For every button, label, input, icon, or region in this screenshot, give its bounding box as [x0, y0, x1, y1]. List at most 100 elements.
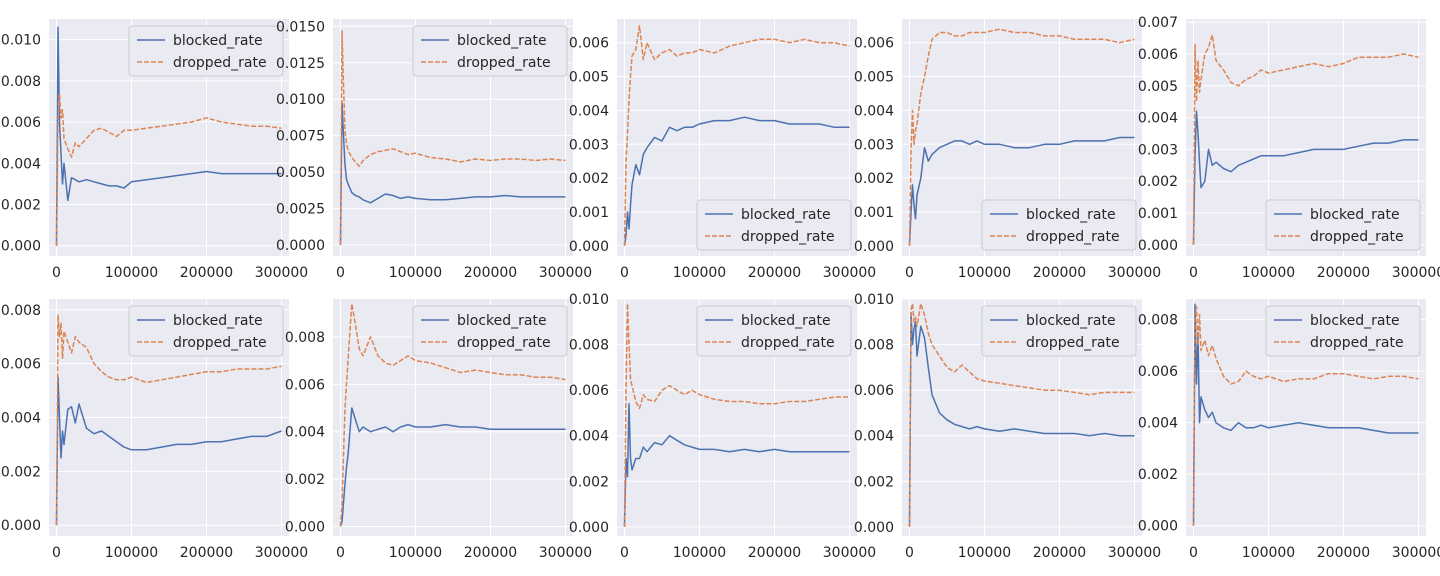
y-tick-label: 0.008 — [285, 330, 325, 346]
x-tick-label: 0 — [336, 265, 345, 281]
y-tick-label: 0.000 — [1, 518, 41, 534]
y-tick-label: 0.006 — [1138, 47, 1178, 63]
y-tick-label: 0.006 — [1, 115, 41, 131]
legend-label-dropped-rate: dropped_rate — [457, 55, 551, 71]
legend-label-dropped-rate: dropped_rate — [1026, 335, 1120, 351]
series-line-blocked-rate — [1192, 110, 1419, 245]
y-tick-label: 0.005 — [1138, 79, 1178, 95]
legend-label-blocked-rate: blocked_rate — [1310, 313, 1400, 329]
x-tick-label: 100000 — [958, 545, 1011, 561]
legend-label-dropped-rate: dropped_rate — [173, 55, 267, 71]
y-tick-label: 0.001 — [569, 205, 609, 221]
series-line-dropped-rate — [908, 28, 1135, 246]
legend-label-dropped-rate: dropped_rate — [741, 335, 835, 351]
legend-box — [696, 199, 852, 251]
legend-label-blocked-rate: blocked_rate — [741, 313, 831, 329]
x-tick-label: 0 — [1189, 265, 1198, 281]
legend-box — [128, 305, 284, 357]
y-tick-label: 0.004 — [854, 103, 894, 119]
x-tick-label: 300000 — [255, 265, 308, 281]
y-tick-label: 0.004 — [1138, 416, 1178, 432]
series-line-blocked-rate — [908, 311, 1135, 527]
y-tick-label: 0.008 — [854, 338, 894, 354]
series-line-blocked-rate — [623, 116, 850, 246]
legend-label-blocked-rate: blocked_rate — [741, 207, 831, 223]
y-tick-label: 0.004 — [1, 411, 41, 427]
chart-panel-2: 0.0000 0.0025 0.0050 0.0075 0.0100 0.0125 0.01… — [276, 19, 592, 281]
legend-box — [1265, 305, 1421, 357]
y-tick-label: 0.002 — [1138, 467, 1178, 483]
legend-label-blocked-rate: blocked_rate — [1026, 207, 1116, 223]
y-tick-label: 0.000 — [854, 520, 894, 536]
x-tick-label: 100000 — [389, 545, 442, 561]
x-tick-label: 100000 — [673, 545, 726, 561]
y-tick-label: 0.010 — [569, 292, 609, 308]
legend-box — [981, 305, 1137, 357]
series-line-dropped-rate — [339, 29, 566, 246]
chart-panel-6: 0.000 0.002 0.004 0.006 0.008 0 100000 200000 30… — [1, 299, 308, 561]
y-tick-label: 0.001 — [854, 205, 894, 221]
legend-box — [128, 25, 284, 77]
x-tick-label: 200000 — [1317, 545, 1370, 561]
y-tick-label: 0.006 — [1, 357, 41, 373]
y-tick-label: 0.002 — [569, 474, 609, 490]
legend-label-blocked-rate: blocked_rate — [173, 33, 263, 49]
x-tick-label: 300000 — [823, 265, 876, 281]
y-tick-label: 0.000 — [854, 239, 894, 255]
y-tick-label: 0.004 — [569, 103, 609, 119]
chart-panel-4: 0.000 0.001 0.002 0.003 0.004 0.005 0.006 0 1000… — [854, 19, 1161, 281]
y-tick-label: 0.000 — [1138, 519, 1178, 535]
series-line-dropped-rate — [55, 314, 282, 526]
y-tick-label: 0.010 — [1, 33, 41, 49]
series-line-blocked-rate — [908, 136, 1135, 246]
y-tick-label: 0.0075 — [276, 129, 325, 145]
legend-label-dropped-rate: dropped_rate — [1026, 229, 1120, 245]
y-tick-label: 0.002 — [854, 171, 894, 187]
x-tick-label: 0 — [52, 265, 61, 281]
x-tick-label: 100000 — [673, 265, 726, 281]
legend: blocked_rate dropped_rate — [981, 305, 1137, 357]
chart-panel-10: 0.000 0.002 0.004 0.006 0.008 0 100000 200000 30… — [1138, 299, 1440, 561]
x-tick-label: 300000 — [1392, 545, 1440, 561]
x-tick-label: 0 — [620, 265, 629, 281]
y-tick-label: 0.006 — [854, 36, 894, 52]
chart-panel-8: 0.000 0.002 0.004 0.006 0.008 0.010 0 100000 200… — [569, 292, 876, 561]
y-tick-label: 0.002 — [285, 472, 325, 488]
y-tick-label: 0.007 — [1138, 15, 1178, 31]
legend: blocked_rate dropped_rate — [696, 305, 852, 357]
y-tick-label: 0.010 — [854, 292, 894, 308]
y-tick-label: 0.002 — [1138, 174, 1178, 190]
y-tick-label: 0.005 — [854, 70, 894, 86]
legend-box — [1265, 199, 1421, 251]
y-tick-label: 0.006 — [285, 377, 325, 393]
y-tick-label: 0.000 — [569, 239, 609, 255]
y-tick-label: 0.006 — [854, 383, 894, 399]
y-tick-label: 0.008 — [569, 338, 609, 354]
y-tick-label: 0.004 — [1, 156, 41, 172]
x-tick-label: 0 — [905, 265, 914, 281]
x-tick-label: 300000 — [255, 545, 308, 561]
x-tick-label: 100000 — [389, 265, 442, 281]
chart-panel-9: 0.000 0.002 0.004 0.006 0.008 0.010 0 100000 200… — [854, 292, 1161, 561]
legend-label-blocked-rate: blocked_rate — [457, 33, 547, 49]
y-tick-label: 0.006 — [569, 383, 609, 399]
legend-label-dropped-rate: dropped_rate — [1310, 335, 1404, 351]
x-tick-label: 100000 — [105, 265, 158, 281]
legend-label-dropped-rate: dropped_rate — [173, 335, 267, 351]
y-tick-label: 0.002 — [1, 197, 41, 213]
x-tick-label: 200000 — [1033, 265, 1086, 281]
y-tick-label: 0.008 — [1, 303, 41, 319]
legend: blocked_rate dropped_rate — [412, 305, 568, 357]
y-tick-label: 0.0025 — [276, 202, 325, 218]
legend-label-blocked-rate: blocked_rate — [1310, 207, 1400, 223]
series-line-blocked-rate — [339, 101, 566, 246]
legend: blocked_rate dropped_rate — [128, 305, 284, 357]
y-tick-label: 0.002 — [854, 474, 894, 490]
legend-box — [412, 305, 568, 357]
series-line-blocked-rate — [1192, 303, 1419, 526]
x-tick-label: 200000 — [1317, 265, 1370, 281]
y-tick-label: 0.006 — [569, 36, 609, 52]
chart-panel-1: 0.000 0.002 0.004 0.006 0.008 0.010 0 100000 200… — [1, 19, 308, 281]
y-tick-label: 0.003 — [1138, 142, 1178, 158]
